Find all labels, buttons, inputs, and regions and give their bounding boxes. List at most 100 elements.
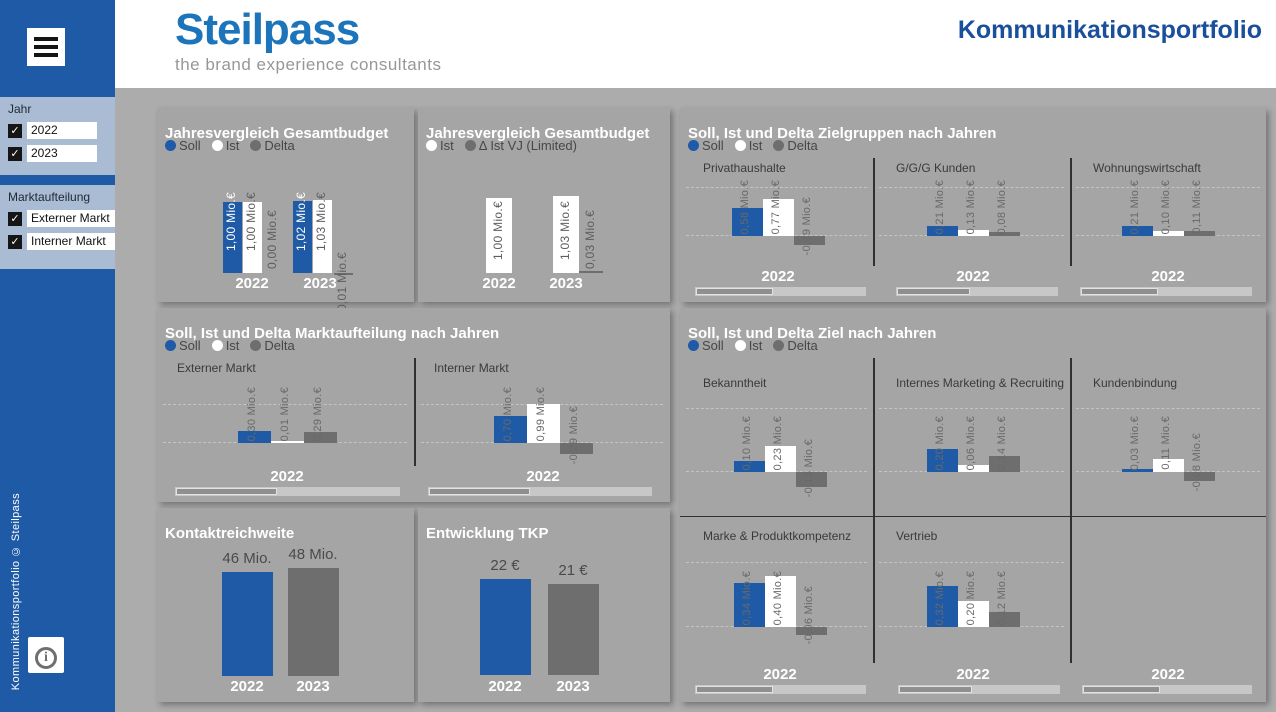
scrollbar[interactable] xyxy=(896,287,1058,296)
scrollbar[interactable] xyxy=(695,287,866,296)
filter-option[interactable]: ✓ 2023 xyxy=(8,145,115,162)
scrollbar[interactable] xyxy=(898,685,1060,694)
bar-ist[interactable] xyxy=(1152,231,1184,236)
info-button[interactable]: i xyxy=(28,637,64,673)
scrollbar-thumb[interactable] xyxy=(1081,288,1158,295)
legend-item[interactable]: Ist xyxy=(734,138,762,153)
bar-label: 0,20 Mio.€ xyxy=(965,570,978,625)
bar-ist[interactable] xyxy=(957,601,989,627)
bar-soll[interactable] xyxy=(731,208,763,236)
scrollbar-thumb[interactable] xyxy=(897,288,970,295)
menu-button[interactable] xyxy=(27,28,65,66)
bar--ist-vj-limited-[interactable] xyxy=(579,270,603,273)
scrollbar[interactable] xyxy=(1082,685,1252,694)
scrollbar[interactable] xyxy=(1080,287,1252,296)
bar-delta[interactable] xyxy=(1183,472,1215,482)
bar-soll[interactable] xyxy=(293,200,312,273)
bar-delta[interactable] xyxy=(303,431,337,443)
bar-delta[interactable] xyxy=(988,232,1020,236)
checkbox-checked-icon[interactable]: ✓ xyxy=(8,146,22,161)
bar-ist[interactable] xyxy=(553,195,579,273)
bar-label: 1,00 Mio.€ xyxy=(224,191,239,251)
filter-option[interactable]: ✓ 2022 xyxy=(8,122,115,139)
legend-item[interactable]: Ist xyxy=(211,138,239,153)
scrollbar[interactable] xyxy=(695,685,866,694)
bar-ist[interactable] xyxy=(270,441,304,443)
bar-soll[interactable] xyxy=(223,202,242,273)
scrollbar[interactable] xyxy=(428,487,652,496)
scrollbar-thumb[interactable] xyxy=(1083,686,1160,693)
filter-value: 2022 xyxy=(27,122,97,139)
bar-value[interactable] xyxy=(548,583,599,675)
scrollbar-thumb[interactable] xyxy=(429,488,530,495)
bar-label: -0,19 Mio.€ xyxy=(801,196,814,256)
bar-soll[interactable] xyxy=(1121,225,1153,236)
scrollbar-thumb[interactable] xyxy=(176,488,277,495)
bar-ist[interactable] xyxy=(764,445,796,472)
bar-ist[interactable] xyxy=(762,199,794,236)
scrollbar-thumb[interactable] xyxy=(696,288,773,295)
category-label: 2022 xyxy=(761,268,795,285)
bar-delta[interactable] xyxy=(988,455,1020,472)
bar-ist[interactable] xyxy=(313,199,332,273)
legend-item[interactable]: Delta xyxy=(773,138,818,153)
filter-option[interactable]: ✓ Interner Markt xyxy=(8,233,115,250)
legend-label: Soll xyxy=(179,338,201,353)
gridline xyxy=(879,562,1064,563)
bar-soll[interactable] xyxy=(733,460,765,472)
legend-item[interactable]: Delta xyxy=(250,338,295,353)
bar-label: 0,34 Mio.€ xyxy=(741,570,754,625)
checkbox-checked-icon[interactable]: ✓ xyxy=(8,234,22,249)
bar-value[interactable] xyxy=(222,572,273,676)
bar-soll[interactable] xyxy=(493,415,527,443)
bar-ist[interactable] xyxy=(1152,459,1184,472)
bar-ist[interactable] xyxy=(764,575,796,627)
bar-ist[interactable] xyxy=(243,202,262,273)
category-label: 2022 xyxy=(482,275,516,292)
legend-item[interactable]: Delta xyxy=(773,338,818,353)
bar-soll[interactable] xyxy=(926,449,958,472)
legend-item[interactable]: Soll xyxy=(688,138,724,153)
bar-delta[interactable] xyxy=(1183,230,1215,236)
legend-item[interactable]: Δ Ist VJ (Limited) xyxy=(464,138,577,153)
bar-delta[interactable] xyxy=(988,611,1020,627)
scrollbar-thumb[interactable] xyxy=(696,686,773,693)
bar-delta[interactable] xyxy=(559,443,593,455)
category-label: 2022 xyxy=(270,468,304,485)
legend-label: Delta xyxy=(264,338,295,353)
bar-delta[interactable] xyxy=(795,472,827,487)
bar-value[interactable] xyxy=(288,567,339,676)
bar-ist[interactable] xyxy=(526,404,560,443)
bar-label: 0,21 Mio.€ xyxy=(1129,179,1142,234)
small-multiple-title: G/G/G Kunden xyxy=(896,161,976,175)
bar-delta[interactable] xyxy=(795,627,827,635)
legend-item[interactable]: Ist xyxy=(211,338,239,353)
small-multiple-title: Kundenbindung xyxy=(1093,376,1178,390)
legend-item[interactable]: Delta xyxy=(250,138,295,153)
hamburger-icon xyxy=(34,45,58,49)
bar-ist[interactable] xyxy=(957,229,989,236)
scrollbar[interactable] xyxy=(175,487,400,496)
category-label: 2022 xyxy=(763,666,797,683)
legend-item[interactable]: Ist xyxy=(426,138,454,153)
bar-value[interactable] xyxy=(480,579,531,675)
legend-item[interactable]: Soll xyxy=(165,138,201,153)
scrollbar-thumb[interactable] xyxy=(899,686,972,693)
bar-delta[interactable] xyxy=(793,236,825,246)
bar-soll[interactable] xyxy=(926,225,958,236)
bar-soll[interactable] xyxy=(1121,468,1153,472)
legend-item[interactable]: Ist xyxy=(734,338,762,353)
bar-ist[interactable] xyxy=(957,465,989,472)
checkbox-checked-icon[interactable]: ✓ xyxy=(8,211,22,226)
bar-soll[interactable] xyxy=(733,583,765,627)
bar-soll[interactable] xyxy=(237,431,271,443)
bar-delta[interactable] xyxy=(334,273,353,275)
bar-soll[interactable] xyxy=(926,586,958,627)
filter-option[interactable]: ✓ Externer Markt xyxy=(8,210,115,227)
panel-title: Kontaktreichweite xyxy=(165,525,295,543)
legend-item[interactable]: Soll xyxy=(688,338,724,353)
checkbox-checked-icon[interactable]: ✓ xyxy=(8,123,22,138)
bar-ist[interactable] xyxy=(486,198,512,273)
bar-label: -0,01 Mio.€ xyxy=(335,251,350,315)
legend-item[interactable]: Soll xyxy=(165,338,201,353)
